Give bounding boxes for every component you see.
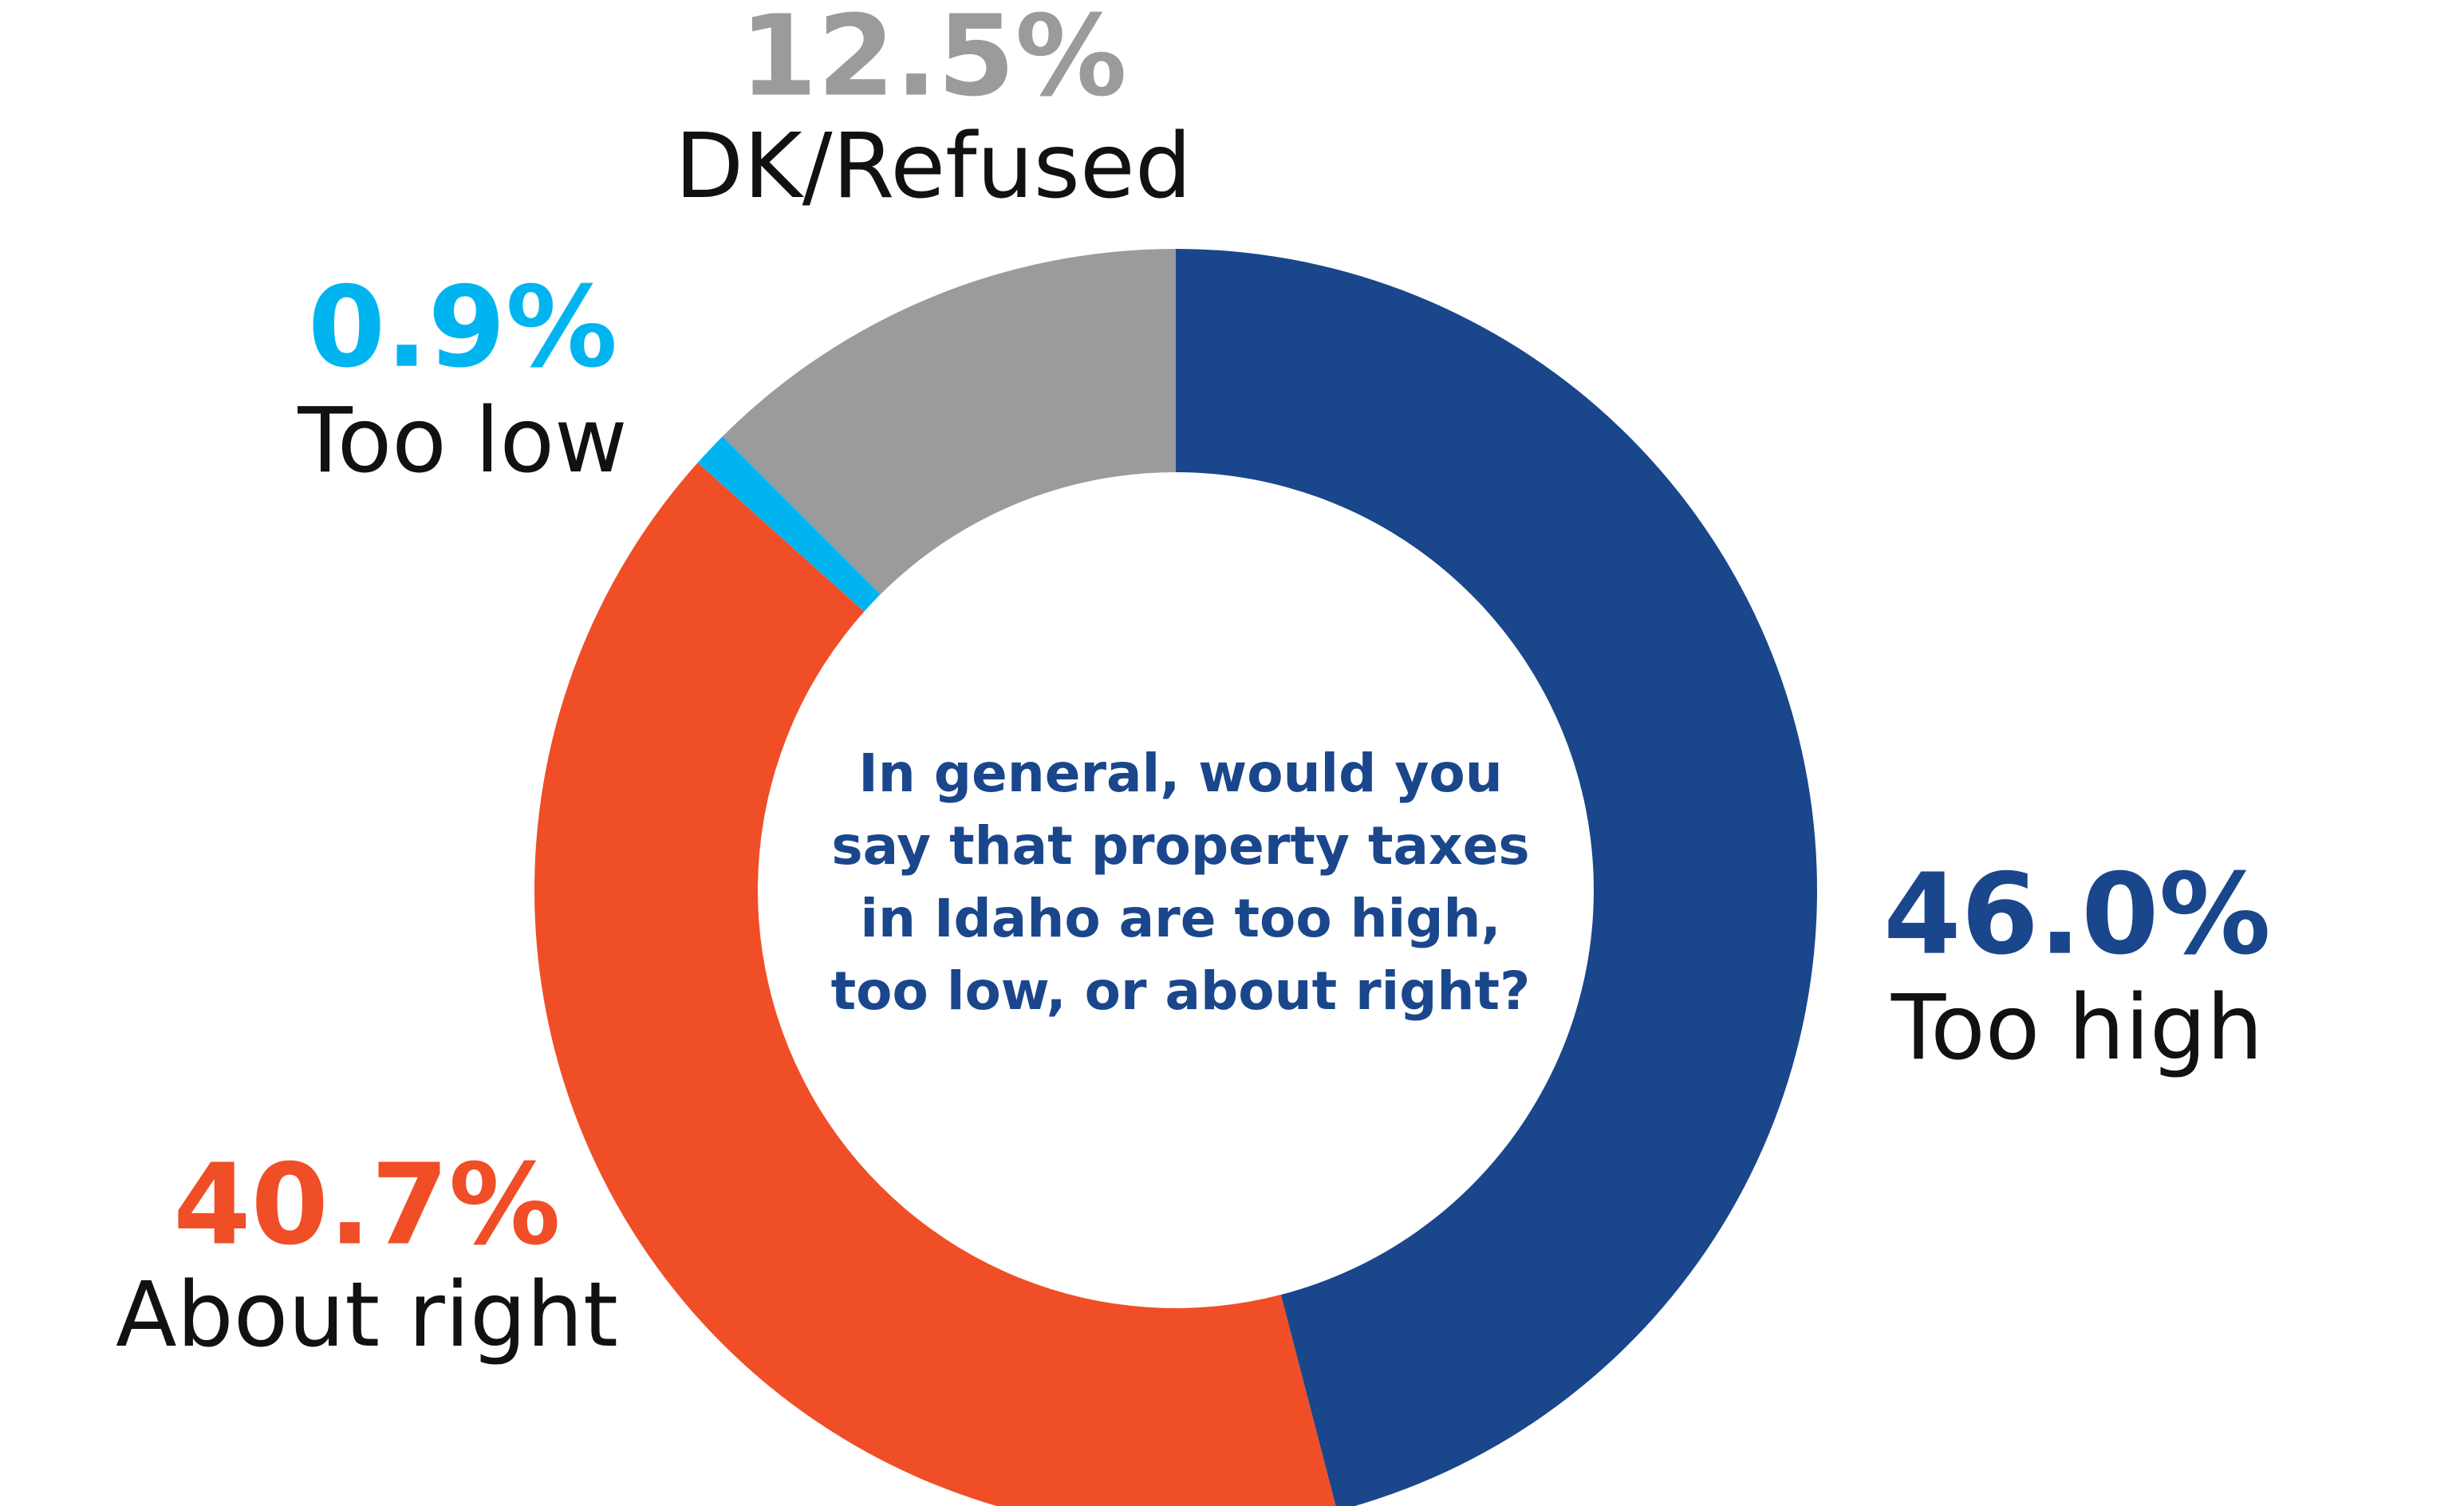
donut-slice [722,249,1176,595]
center-question: too low, or about right? [831,960,1531,1022]
donut-slice [697,436,881,612]
donut-slice [534,463,1336,1506]
category-label: About right [116,1264,618,1367]
center-question: say that property taxes [831,815,1529,877]
value-label: 40.7% [173,1141,561,1271]
value-label: 12.5% [739,0,1127,122]
category-label: DK/Refused [675,115,1192,219]
value-label: 0.9% [308,263,617,393]
center-question: In general, would you [858,743,1503,804]
category-label: Too low [297,389,627,493]
value-label: 46.0% [1883,850,2271,980]
category-label: Too high [1890,976,2263,1080]
center-question: in Idaho are too high, [860,888,1500,949]
donut-slice [1176,249,1817,1506]
